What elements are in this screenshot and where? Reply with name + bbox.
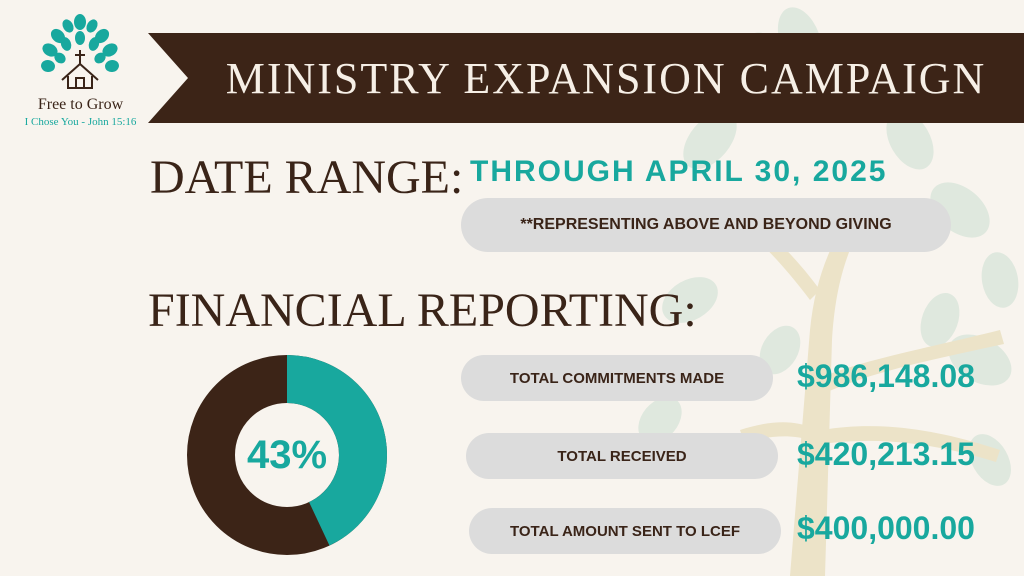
stat-label-received: TOTAL RECEIVED [557,447,687,465]
logo: Free to Grow I Chose You - John 15:16 [18,14,143,134]
page-title: MINISTRY EXPANSION CAMPAIGN [225,53,987,103]
date-range-value: THROUGH APRIL 30, 2025 [470,155,888,188]
stat-value-commitments: $986,148.08 [797,358,975,394]
giving-note-text: **REPRESENTING ABOVE AND BEYOND GIVING [520,216,892,233]
progress-donut [187,355,387,555]
giving-note-pill: **REPRESENTING ABOVE AND BEYOND GIVING [461,198,951,252]
date-range-label: DATE RANGE: [150,151,464,204]
stat-pill-commitments: TOTAL COMMITMENTS MADE [461,355,773,401]
stat-pill-received: TOTAL RECEIVED [466,433,778,479]
stat-label-commitments: TOTAL COMMITMENTS MADE [509,369,725,387]
stat-label-lcef: TOTAL AMOUNT SENT TO LCEF [510,522,740,540]
title-banner: MINISTRY EXPANSION CAMPAIGN [148,33,1024,123]
financial-reporting-label: FINANCIAL REPORTING: [148,284,697,337]
tree-church-logo-icon [41,14,119,89]
stat-value-lcef: $400,000.00 [797,510,975,546]
donut-progress-arc [187,355,387,555]
logo-name: Free to Grow [37,96,124,113]
stat-pill-lcef: TOTAL AMOUNT SENT TO LCEF [469,508,781,554]
donut-percent-label: 43% [246,432,328,477]
stat-value-received: $420,213.15 [797,436,975,472]
logo-tagline: I Chose You - John 15:16 [24,116,137,128]
